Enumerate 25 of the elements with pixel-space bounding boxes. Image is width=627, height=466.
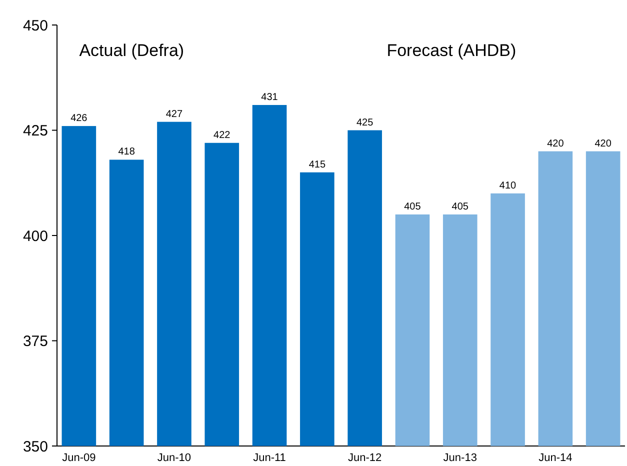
y-tick-label: 375: [22, 333, 48, 350]
x-tick-label: Jun-10: [157, 452, 192, 464]
x-tick-label: Jun-09: [62, 452, 96, 464]
data-label: 422: [214, 130, 231, 141]
x-tick-label: Jun-13: [443, 452, 477, 464]
annotation: Forecast (AHDB): [386, 41, 516, 60]
data-label: 405: [404, 201, 422, 212]
data-label: 415: [308, 159, 326, 170]
data-label: 420: [547, 138, 564, 150]
y-tick-label: 350: [22, 438, 48, 456]
data-label: 420: [594, 138, 612, 150]
data-label: 418: [118, 146, 136, 158]
x-tick-label: Jun-12: [348, 452, 382, 464]
annotation: Actual (Defra): [79, 41, 184, 60]
x-tick-label: Jun-14: [538, 452, 572, 464]
data-label: 410: [499, 180, 517, 192]
data-label: 425: [356, 117, 374, 128]
data-label: 426: [70, 113, 88, 124]
data-label: 431: [261, 92, 278, 103]
data-label: 427: [166, 108, 183, 120]
y-tick-label: 400: [22, 228, 48, 245]
y-tick-label: 450: [22, 17, 48, 34]
x-tick-label: Jun-11: [253, 452, 286, 464]
y-tick-label: 425: [22, 122, 48, 140]
data-label: 405: [452, 201, 469, 212]
